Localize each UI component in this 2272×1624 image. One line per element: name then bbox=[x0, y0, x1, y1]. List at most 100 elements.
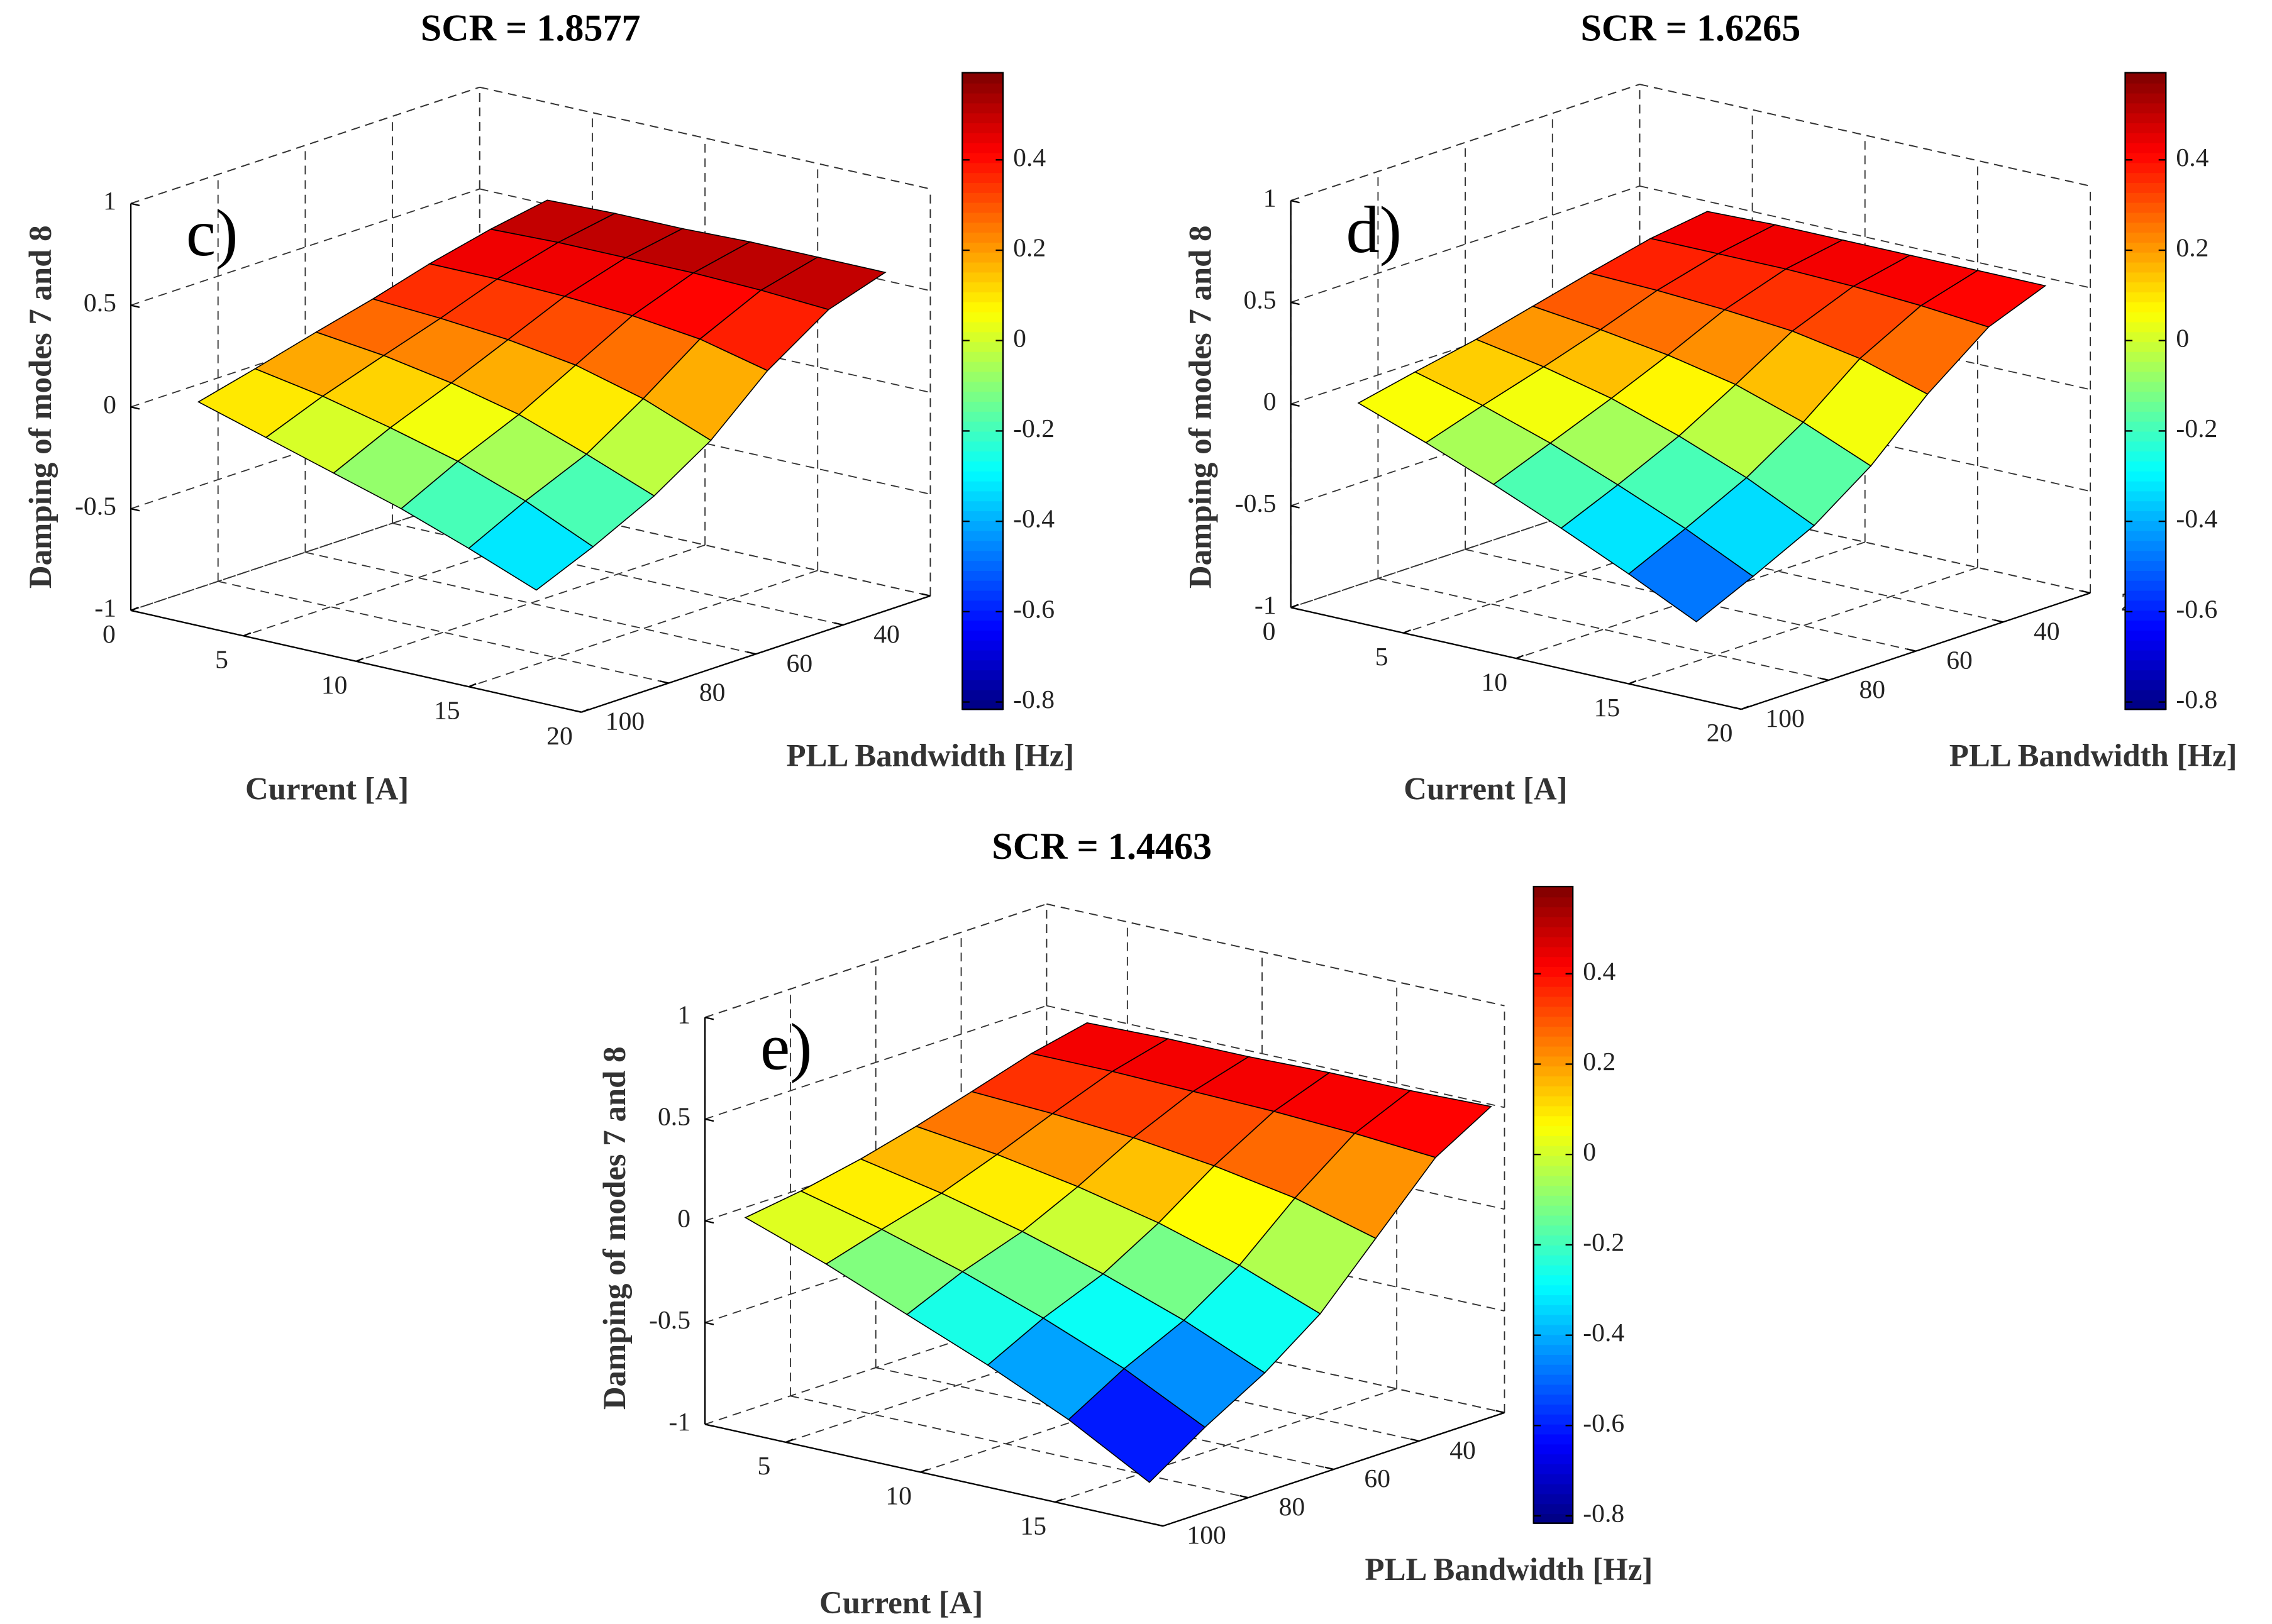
colorbar-swatch bbox=[2125, 609, 2166, 621]
colorbar-swatch bbox=[962, 600, 1003, 611]
colorbar-swatch bbox=[2125, 649, 2166, 661]
x-tick bbox=[355, 658, 364, 662]
y-tick bbox=[1994, 619, 2003, 623]
colorbar-swatch bbox=[962, 152, 1003, 163]
colorbar-swatch bbox=[1533, 1234, 1573, 1246]
grid-line bbox=[1055, 1388, 1397, 1503]
x-tick bbox=[1055, 1498, 1063, 1503]
z-tick-label: -1 bbox=[94, 593, 116, 622]
colorbar-swatch bbox=[1533, 976, 1573, 987]
x-tick bbox=[1741, 705, 1749, 710]
colorbar-swatch bbox=[962, 162, 1003, 174]
colorbar-swatch bbox=[1533, 1433, 1573, 1445]
x-tick bbox=[130, 607, 139, 611]
colorbar-tick-label: -0.6 bbox=[1013, 594, 1055, 623]
z-tick bbox=[130, 609, 140, 614]
colorbar-swatch bbox=[962, 192, 1003, 203]
x-tick-label: 10 bbox=[321, 670, 348, 699]
y-tick-label: 100 bbox=[606, 707, 645, 736]
colorbar-swatch bbox=[1533, 1493, 1573, 1505]
colorbar-swatch bbox=[1533, 996, 1573, 1007]
colorbar-swatch bbox=[962, 221, 1003, 233]
colorbar-frame bbox=[1532, 885, 1574, 1524]
colorbar-swatch bbox=[962, 142, 1003, 153]
colorbar-swatch bbox=[962, 251, 1003, 263]
y-tick bbox=[660, 680, 669, 684]
y-tick bbox=[2081, 590, 2091, 594]
z-tick-label: 0 bbox=[1263, 387, 1277, 416]
z-axis-label: Damping of modes 7 and 8 bbox=[597, 1046, 632, 1410]
y-tick bbox=[1324, 1466, 1334, 1471]
y-tick-label: 60 bbox=[1946, 646, 1973, 675]
colorbar-swatch bbox=[962, 460, 1003, 472]
z-tick bbox=[1290, 403, 1300, 407]
chart-title: SCR = 1.8577 bbox=[421, 8, 641, 50]
colorbar-swatch bbox=[962, 331, 1003, 343]
y-tick bbox=[921, 593, 931, 597]
colorbar-tick-label: 0 bbox=[1013, 323, 1026, 352]
colorbar-swatch bbox=[2125, 102, 2166, 114]
z-tick bbox=[704, 1017, 714, 1020]
colorbar-swatch bbox=[2125, 172, 2166, 184]
colorbar-swatch bbox=[962, 172, 1003, 184]
x-tick-label: 5 bbox=[758, 1451, 771, 1480]
colorbar-swatch bbox=[1533, 966, 1573, 977]
colorbar-swatch bbox=[962, 271, 1003, 283]
y-tick bbox=[1495, 1410, 1505, 1414]
colorbar-tick-label: 0.4 bbox=[1013, 143, 1046, 172]
colorbar-swatch bbox=[1533, 896, 1573, 908]
y-tick bbox=[1154, 1523, 1163, 1527]
colorbar-swatch bbox=[2125, 162, 2166, 174]
colorbar-swatch bbox=[1533, 1115, 1573, 1127]
colorbar-tick-label: 0 bbox=[1583, 1137, 1596, 1166]
x-tick-label: 5 bbox=[215, 644, 228, 673]
colorbar-swatch bbox=[1533, 1334, 1573, 1345]
colorbar-swatch bbox=[1533, 926, 1573, 937]
colorbar-swatch bbox=[1533, 1453, 1573, 1465]
colorbar-swatch bbox=[1533, 1105, 1573, 1117]
colorbar-frame bbox=[2124, 72, 2167, 710]
colorbar-swatch bbox=[1533, 1264, 1573, 1276]
colorbar-swatch bbox=[962, 311, 1003, 323]
y-tick bbox=[1410, 1438, 1419, 1442]
colorbar-swatch bbox=[962, 281, 1003, 293]
colorbar-swatch bbox=[2125, 112, 2166, 124]
x-tick bbox=[785, 1439, 794, 1443]
colorbar-swatch bbox=[962, 390, 1003, 402]
colorbar-swatch bbox=[2125, 390, 2166, 402]
colorbar-swatch bbox=[962, 699, 1003, 710]
colorbar-swatch bbox=[2125, 381, 2166, 392]
x-tick-label: 15 bbox=[434, 695, 460, 724]
colorbar-swatch bbox=[2125, 182, 2166, 193]
grid-line bbox=[130, 188, 480, 306]
grid-line bbox=[1639, 185, 2091, 289]
chart-title: SCR = 1.6265 bbox=[1580, 8, 1800, 50]
y-axis bbox=[1162, 1411, 1505, 1527]
colorbar-swatch bbox=[1533, 936, 1573, 947]
colorbar-swatch bbox=[2125, 251, 2166, 263]
z-tick-label: 1 bbox=[677, 1000, 690, 1029]
colorbar-tick-label: -0.4 bbox=[1583, 1318, 1624, 1347]
colorbar-swatch bbox=[1533, 1036, 1573, 1047]
grid-line bbox=[704, 1310, 1047, 1425]
colorbar-swatch bbox=[2125, 351, 2166, 362]
colorbar-swatch bbox=[2125, 490, 2166, 502]
colorbar-swatch bbox=[1533, 1354, 1573, 1365]
x-tick-label: 20 bbox=[546, 721, 573, 750]
colorbar-swatch bbox=[1533, 1155, 1573, 1166]
colorbar-swatch bbox=[1533, 1125, 1573, 1136]
colorbar-swatch bbox=[2125, 560, 2166, 571]
x-tick bbox=[1403, 629, 1411, 634]
colorbar-swatch bbox=[1533, 1463, 1573, 1474]
colorbar-tick-label: 0.2 bbox=[1583, 1047, 1615, 1076]
colorbar-swatch bbox=[1533, 1135, 1573, 1146]
colorbar-swatch bbox=[2125, 231, 2166, 243]
panel-label: d) bbox=[1346, 193, 1402, 267]
colorbar-swatch bbox=[962, 679, 1003, 690]
colorbar-swatch bbox=[1533, 1294, 1573, 1305]
colorbar-swatch bbox=[2125, 212, 2166, 223]
y-tick bbox=[1907, 648, 1916, 652]
colorbar-swatch bbox=[962, 212, 1003, 223]
colorbar-swatch bbox=[962, 400, 1003, 412]
colorbar-swatch bbox=[1533, 916, 1573, 927]
